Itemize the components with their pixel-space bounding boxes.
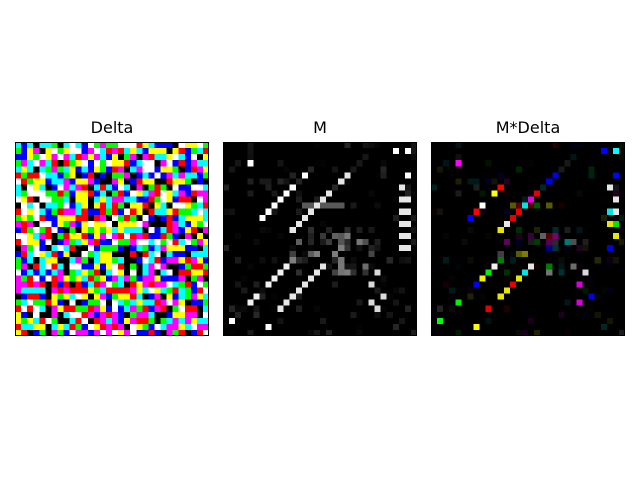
masked-delta-image bbox=[431, 142, 625, 336]
mask-frame bbox=[223, 142, 417, 336]
delta-image-panel bbox=[15, 142, 209, 336]
mask-image-panel bbox=[223, 142, 417, 336]
masked-delta-image-panel bbox=[431, 142, 625, 336]
masked-delta-frame bbox=[431, 142, 625, 336]
panel-title-m-delta: M*Delta bbox=[495, 118, 561, 137]
delta-frame bbox=[15, 142, 209, 336]
panel-title-m: M bbox=[313, 118, 327, 137]
mask-image bbox=[223, 142, 417, 336]
delta-noise-image bbox=[15, 142, 209, 336]
panel-title-delta: Delta bbox=[90, 118, 134, 137]
